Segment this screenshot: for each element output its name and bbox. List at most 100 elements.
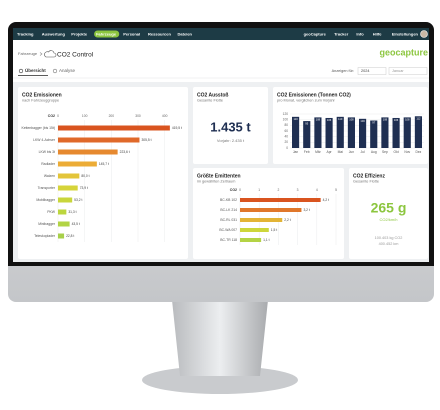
x-tick-label: Mai <box>338 150 344 154</box>
bar <box>240 208 302 212</box>
value-label: 108 <box>405 118 410 122</box>
card-title: CO2 Effizienz <box>353 173 385 179</box>
value-label: 22,8 t <box>66 234 74 238</box>
tab[interactable]: Übersicht <box>25 67 46 73</box>
card-subtitle: Gesamte Flotte <box>197 99 223 103</box>
value-label: 223,6 t <box>120 150 130 154</box>
breadcrumb: Fahrzeuge <box>18 51 38 56</box>
year-select[interactable] <box>357 67 387 75</box>
card-subtitle: Gesamte Flotte <box>353 180 379 184</box>
breadcrumb-separator <box>39 52 43 56</box>
value-label: 112 <box>416 116 421 120</box>
category-label: Mobilbagger <box>36 198 56 202</box>
card-title: CO2 Ausstoß <box>197 92 228 98</box>
kpi-value: 265 g <box>371 200 407 216</box>
nav-item[interactable]: Personal <box>123 31 140 36</box>
y-tick-label: 120 <box>283 112 289 116</box>
chart-subtitle: pro Monat, verglichen zum Vorjahr <box>277 99 336 103</box>
category-label: BC-LK 214 <box>220 208 237 212</box>
tab-underline <box>18 75 48 76</box>
nav-item[interactable]: Info <box>356 31 364 36</box>
kpi-detail: 100.403 kg CO2 <box>375 236 403 240</box>
nav-item[interactable]: geoCapture <box>304 31 327 36</box>
nav-item[interactable]: Tracker <box>334 31 349 36</box>
nav-item[interactable]: Projekte <box>71 31 88 36</box>
value-label: 110 <box>294 117 299 121</box>
x-tick-label: Feb <box>304 150 310 154</box>
logo: geocapture <box>379 47 428 57</box>
x-tick-label: 300 <box>135 114 141 118</box>
x-tick-label: Dez <box>415 150 421 154</box>
chart-title: CO2 Emissionen (Tonnen CO2) <box>277 92 351 98</box>
cloud-icon <box>44 50 57 58</box>
value-label: 110 <box>338 117 343 121</box>
x-tick-label: 4 <box>316 188 318 192</box>
category-label: LKW 4-Achser <box>33 138 56 142</box>
bar <box>414 116 422 148</box>
category-label: PKW <box>47 210 56 214</box>
dashboard: Tracking Auswertung Projekte Fahrzeuge Perso… <box>13 30 429 259</box>
value-label: 3,2 t <box>303 208 309 212</box>
value-label: 106 <box>394 118 399 122</box>
tab-icon <box>52 68 58 74</box>
nav-item[interactable]: Fahrzeuge <box>96 31 117 36</box>
bar <box>58 173 80 179</box>
avatar[interactable] <box>420 30 428 38</box>
y-tick-label: 20 <box>284 140 288 144</box>
category-label: BC-WA 007 <box>219 228 237 232</box>
axis-label: CO2 <box>48 114 55 118</box>
x-tick-label: 2 <box>277 188 279 192</box>
nav-item[interactable]: Dateien <box>178 31 193 36</box>
y-tick-label: 60 <box>284 129 288 133</box>
nav-item[interactable]: Auswertung <box>42 31 66 36</box>
bar <box>314 117 322 148</box>
bar <box>240 218 283 222</box>
bar <box>58 137 140 143</box>
nav-item[interactable]: Hilfe <box>373 31 382 36</box>
x-tick-label: 3 <box>297 188 299 192</box>
category-label: BC-RL 031 <box>220 218 237 222</box>
month-select-text: Januar <box>392 69 404 73</box>
card <box>349 168 428 259</box>
value-label: 31,3 t <box>68 210 76 214</box>
bar <box>58 149 118 155</box>
x-tick-label: 200 <box>109 114 115 118</box>
filter-label: Anzeigen für: <box>332 69 354 73</box>
nav-item[interactable]: Ressourcen <box>148 31 171 36</box>
category-label: Kettenbagger (bis 15t) <box>21 126 55 130</box>
page-title: CO2 Control <box>57 52 94 59</box>
y-tick-label: 100 <box>283 118 289 122</box>
bar <box>359 118 367 148</box>
bar <box>58 185 78 191</box>
nav-item[interactable]: Einstellungen <box>392 31 419 36</box>
nav-item[interactable]: Tracking <box>17 31 34 36</box>
x-tick-label: 100 <box>82 114 88 118</box>
bar <box>347 117 355 148</box>
bar <box>240 198 321 202</box>
x-tick-label: Jul <box>360 150 364 154</box>
chart-title: CO2 Emissionen <box>22 92 62 98</box>
tab[interactable]: Analyse <box>59 68 76 73</box>
bar <box>303 121 311 148</box>
bar <box>292 116 300 148</box>
month-select[interactable] <box>388 67 428 75</box>
axis-label: CO2 <box>230 188 237 192</box>
value-label: 108 <box>349 118 354 122</box>
chart-subtitle: nach Fahrzeuggruppe <box>22 99 59 103</box>
stand-neck <box>172 300 268 376</box>
value-label: 103 <box>360 119 365 123</box>
value-label: 2,2 t <box>284 218 290 222</box>
bar <box>58 197 73 203</box>
value-label: 1,1 t <box>263 238 269 242</box>
tab-icon <box>18 68 24 74</box>
category-label: LKW bis 3t <box>39 150 55 154</box>
bar <box>240 228 269 232</box>
x-tick-label: 0 <box>239 188 241 192</box>
x-tick-label: Aug <box>371 150 377 154</box>
value-label: 106 <box>327 118 332 122</box>
bar <box>58 125 170 131</box>
x-tick-label: 400 <box>162 114 168 118</box>
category-label: Transporter <box>38 186 56 190</box>
value-label: 53,2 t <box>74 198 82 202</box>
kpi-value: 1.435 t <box>210 119 251 134</box>
